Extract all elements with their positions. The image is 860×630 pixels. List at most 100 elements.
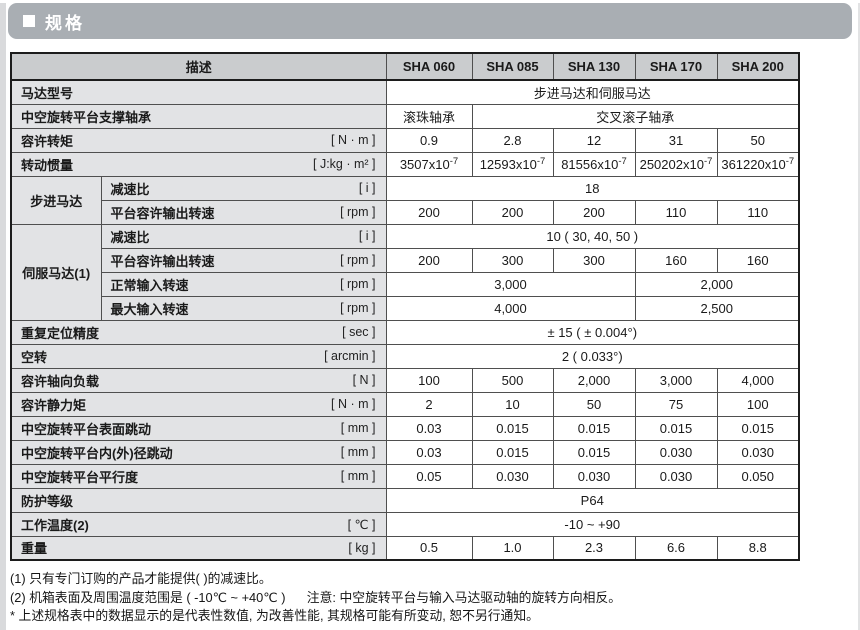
cell-value: 0.03 [385, 439, 473, 465]
row-moment-of-inertia: 转动惯量 [ J:kg · m² ] 3507x10-7 12593x10-7 8… [10, 151, 800, 177]
row-unit: [ mm ] [340, 469, 376, 483]
row-label: 空转 [21, 349, 48, 365]
cell-value: P64 [385, 487, 800, 513]
cell-value: 250202x10-7 [634, 151, 718, 177]
cell-value: 200 [385, 199, 473, 225]
row-label: 防护等级 [21, 493, 74, 509]
cell-value: 0.05 [385, 463, 473, 489]
cell-value: 1.0 [471, 535, 554, 561]
row-unit: [ kg ] [348, 540, 376, 555]
cell-value: 3,000 [634, 367, 718, 393]
row-label: 平台容许输出转速 [110, 205, 215, 221]
row-unit: [ ℃ ] [347, 517, 376, 532]
row-weight: 重量 [ kg ] 0.5 1.0 2.3 6.6 8.8 [10, 535, 800, 561]
row-unit: [ N · m ] [331, 397, 376, 411]
row-unit: [ arcmin ] [324, 349, 376, 363]
row-unit: [ i ] [358, 229, 376, 243]
cell-value: 2,000 [552, 367, 636, 393]
page-title: 规格 [45, 13, 85, 33]
cell-value: 8.8 [716, 535, 800, 561]
row-label: 减速比 [110, 181, 150, 197]
cell-value: 0.015 [716, 415, 800, 441]
cell-value: 2,000 [634, 271, 800, 297]
cell-value: 0.5 [385, 535, 473, 561]
row-label: 重复定位精度 [21, 325, 100, 341]
row-unit: [ i ] [358, 181, 376, 195]
row-allowable-torque: 容许转矩 [ N · m ] 0.9 2.8 12 31 50 [10, 127, 800, 153]
cell-value: 0.030 [552, 463, 636, 489]
row-static-moment: 容许静力矩 [ N · m ] 2 10 50 75 100 [10, 391, 800, 417]
section-title-bar: 规格 [8, 3, 852, 39]
cell-value: 50 [552, 391, 636, 417]
cell-value: 18 [385, 175, 800, 201]
cell-value: 0.030 [716, 439, 800, 465]
footnotes: (1) 只有专门订购的产品才能提供( )的减速比。 (2) 机箱表面及周围温度范… [10, 570, 860, 626]
col-header-sha130: SHA 130 [552, 52, 636, 81]
cell-value: 2 [385, 391, 473, 417]
row-label: 转动惯量 [21, 157, 74, 173]
cell-value: 50 [716, 127, 800, 153]
cell-value: 2.8 [471, 127, 554, 153]
col-header-sha200: SHA 200 [716, 52, 800, 81]
cell-value: 步进马达和伺服马达 [385, 79, 800, 105]
row-label: 容许转矩 [21, 133, 74, 149]
row-unit: [ rpm ] [340, 301, 376, 315]
row-label: 减速比 [110, 229, 150, 245]
cell-value: 2,500 [634, 295, 800, 321]
row-label: 正常输入转速 [110, 277, 189, 293]
row-label: 最大输入转速 [110, 301, 189, 317]
row-label: 中空旋转平台表面跳动 [21, 421, 152, 437]
row-unit: [ N ] [352, 373, 376, 387]
row-label: 重量 [21, 541, 48, 557]
footnote-2: (2) 机箱表面及周围温度范围是 ( -10℃ ~ +40℃ ) 注意: 中空旋… [10, 589, 622, 605]
cell-value: 160 [716, 247, 800, 273]
cell-value: -10 ~ +90 [385, 511, 800, 537]
cell-value: 0.030 [634, 439, 718, 465]
row-unit: [ sec ] [342, 325, 376, 339]
cell-value: 75 [634, 391, 718, 417]
row-label: 工作温度(2) [21, 517, 89, 533]
row-unit: [ mm ] [340, 445, 376, 459]
cell-value: 4,000 [716, 367, 800, 393]
cell-value: 10 ( 30, 40, 50 ) [385, 223, 800, 249]
cell-value: 0.030 [471, 463, 554, 489]
cell-value: 0.015 [471, 415, 554, 441]
row-unit: [ J:kg · m² ] [313, 157, 376, 171]
cell-value: 31 [634, 127, 718, 153]
cell-value: 12593x10-7 [471, 151, 554, 177]
row-radial-runout: 中空旋转平台内(外)径跳动 [ mm ] 0.03 0.015 0.015 0.0… [10, 439, 800, 465]
col-header-sha060: SHA 060 [385, 52, 473, 81]
cell-value: 361220x10-7 [716, 151, 800, 177]
row-repeatability: 重复定位精度 [ sec ] ± 15 ( ± 0.004°) [10, 319, 800, 345]
cell-value: ± 15 ( ± 0.004°) [385, 319, 800, 345]
row-unit: [ rpm ] [340, 253, 376, 267]
cell-value: 0.030 [634, 463, 718, 489]
cell-value: 300 [552, 247, 636, 273]
row-operating-temp: 工作温度(2) [ ℃ ] -10 ~ +90 [10, 511, 800, 537]
col-header-description: 描述 [10, 52, 387, 81]
cell-value: 500 [471, 367, 554, 393]
col-header-sha085: SHA 085 [471, 52, 554, 81]
row-surface-runout: 中空旋转平台表面跳动[ mm ] 0.03 0.015 0.015 0.015 … [10, 415, 800, 441]
cell-value: 110 [716, 199, 800, 225]
cell-value: 0.050 [716, 463, 800, 489]
row-unit: [ rpm ] [340, 205, 376, 219]
cell-value: 81556x10-7 [552, 151, 636, 177]
cell-value: 100 [385, 367, 473, 393]
row-unit: [ rpm ] [340, 277, 376, 291]
cell-value: 200 [385, 247, 473, 273]
row-backlash: 空转 [ arcmin ] 2 ( 0.033°) [10, 343, 800, 369]
cell-value: 0.015 [552, 439, 636, 465]
page-right-edge [858, 3, 860, 630]
cell-value: 0.9 [385, 127, 473, 153]
spec-table: 描述 SHA 060 SHA 085 SHA 130 SHA 170 SHA 2… [10, 52, 800, 561]
row-parallelism: 中空旋转平台平行度 [ mm ] 0.05 0.030 0.030 0.030 0… [10, 463, 800, 489]
cell-value: 0.015 [471, 439, 554, 465]
cell-value: 滚珠轴承 [385, 103, 473, 129]
row-servo-reduction-ratio: 伺服马达(1) 减速比 [ i ] 10 ( 30, 40, 50 ) [10, 223, 800, 321]
row-motor-model: 马达型号 步进马达和伺服马达 [10, 79, 800, 105]
cell-value: 200 [471, 199, 554, 225]
group-label-step-motor: 步进马达 [10, 175, 102, 225]
row-servo-output-speed: 平台容许输出转速 [ rpm ] 200 300 300 160 160 [11, 247, 800, 273]
cell-value: 3,000 [385, 271, 636, 297]
